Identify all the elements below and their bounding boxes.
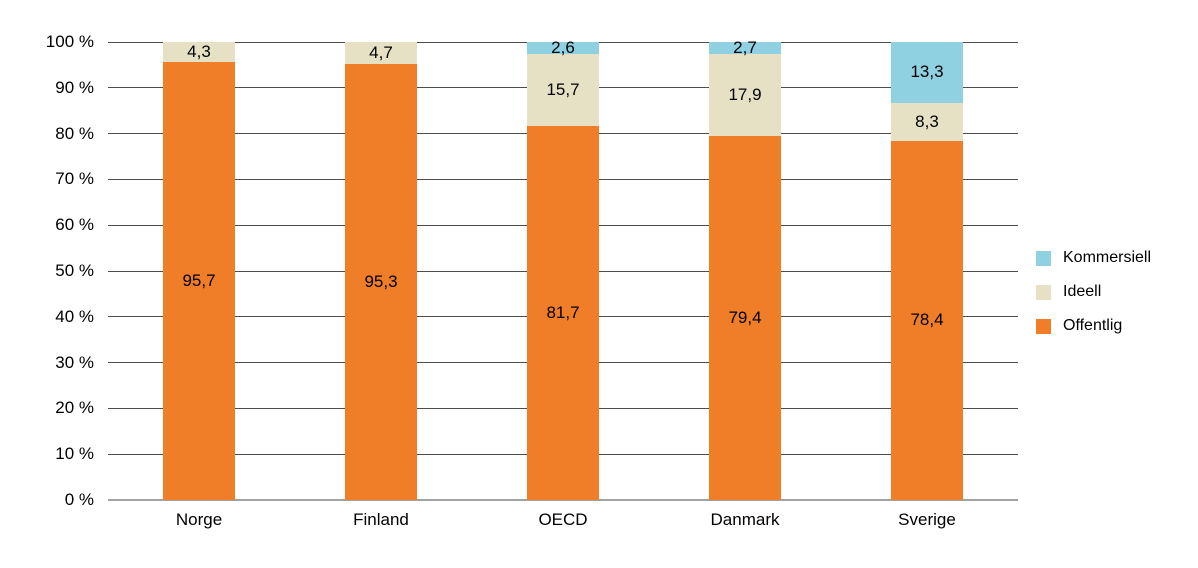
y-axis-tick-label-90: 90 %: [55, 77, 94, 97]
x-axis-category-label-danmark: Danmark: [710, 510, 780, 529]
legend-swatch-kommersiell: [1036, 250, 1051, 266]
bar-segment-sverige-kommersiell: 13,3: [891, 42, 963, 103]
value-label-danmark-ideell: 17,9: [728, 85, 762, 105]
bar-segment-oecd-kommersiell: 2,6: [527, 37, 599, 57]
y-axis-tick-label-100: 100 %: [45, 32, 94, 51]
value-label-finland-ideell: 4,7: [369, 42, 393, 62]
plot-area: 95,7 4,3 Norge 95,3 4,7 Finland 81,7 15,7 2,6 OEC…: [108, 37, 1018, 529]
value-label-norge-ideell: 4,3: [187, 41, 211, 61]
value-label-finland-offentlig: 95,3: [364, 271, 398, 291]
bar-segment-oecd-ideell: 15,7: [527, 53, 599, 126]
value-label-sverige-kommersiell: 13,3: [910, 62, 944, 82]
x-axis-category-label-sverige: Sverige: [898, 510, 956, 529]
bar-segment-danmark-kommersiell: 2,7: [709, 38, 781, 58]
bar-segment-danmark-offentlig: 79,4: [709, 136, 781, 500]
value-label-oecd-offentlig: 81,7: [546, 302, 580, 322]
y-axis-tick-label-0: 0 %: [64, 490, 94, 509]
bar-segment-finland-ideell: 4,7: [345, 42, 417, 64]
bar-segment-norge-ideell: 4,3: [163, 42, 235, 62]
bar-segment-sverige-ideell: 8,3: [891, 102, 963, 141]
value-label-oecd-kommersiell: 2,6: [551, 37, 575, 57]
y-axis-tick-label-70: 70 %: [55, 169, 94, 189]
y-axis-tick-label-80: 80 %: [55, 123, 94, 143]
value-label-sverige-ideell: 8,3: [915, 111, 939, 131]
legend-item-offentlig: Offentlig: [1036, 317, 1151, 335]
value-label-norge-offentlig: 95,7: [182, 270, 216, 290]
legend-label-offentlig: Offentlig: [1063, 317, 1123, 334]
x-axis-category-label-norge: Norge: [175, 510, 223, 529]
legend-label-kommersiell: Kommersiell: [1063, 249, 1152, 266]
bar-segment-norge-offentlig: 95,7: [163, 61, 235, 500]
y-axis-tick-label-20: 20 %: [55, 398, 94, 418]
legend-swatch-offentlig: [1036, 318, 1051, 334]
gridline-0: [108, 499, 1018, 501]
legend: Kommersiell Ideell Offentlig: [1036, 249, 1151, 351]
y-axis-tick-label-10: 10 %: [55, 444, 94, 464]
bar-segment-danmark-ideell: 17,9: [709, 54, 781, 137]
bar-segment-sverige-offentlig: 78,4: [891, 140, 963, 500]
legend-label-ideell: Ideell: [1063, 283, 1102, 300]
bar-segment-finland-offentlig: 95,3: [345, 63, 417, 500]
x-axis-category-label-oecd: OECD: [538, 510, 588, 529]
legend-item-kommersiell: Kommersiell: [1036, 249, 1151, 267]
y-axis-tick-label-30: 30 %: [55, 352, 94, 372]
value-label-danmark-offentlig: 79,4: [728, 308, 762, 328]
y-axis-tick-label-50: 50 %: [55, 261, 94, 280]
y-axis-tick-label-60: 60 %: [55, 215, 94, 235]
value-label-sverige-offentlig: 78,4: [910, 310, 944, 330]
legend-swatch-ideell: [1036, 284, 1051, 300]
legend-item-ideell: Ideell: [1036, 283, 1151, 301]
y-axis-tick-label-40: 40 %: [55, 306, 94, 326]
bar-segment-oecd-offentlig: 81,7: [527, 125, 599, 500]
x-axis-category-label-finland: Finland: [353, 510, 409, 529]
value-label-danmark-kommersiell: 2,7: [733, 38, 757, 58]
value-label-oecd-ideell: 15,7: [546, 79, 580, 99]
